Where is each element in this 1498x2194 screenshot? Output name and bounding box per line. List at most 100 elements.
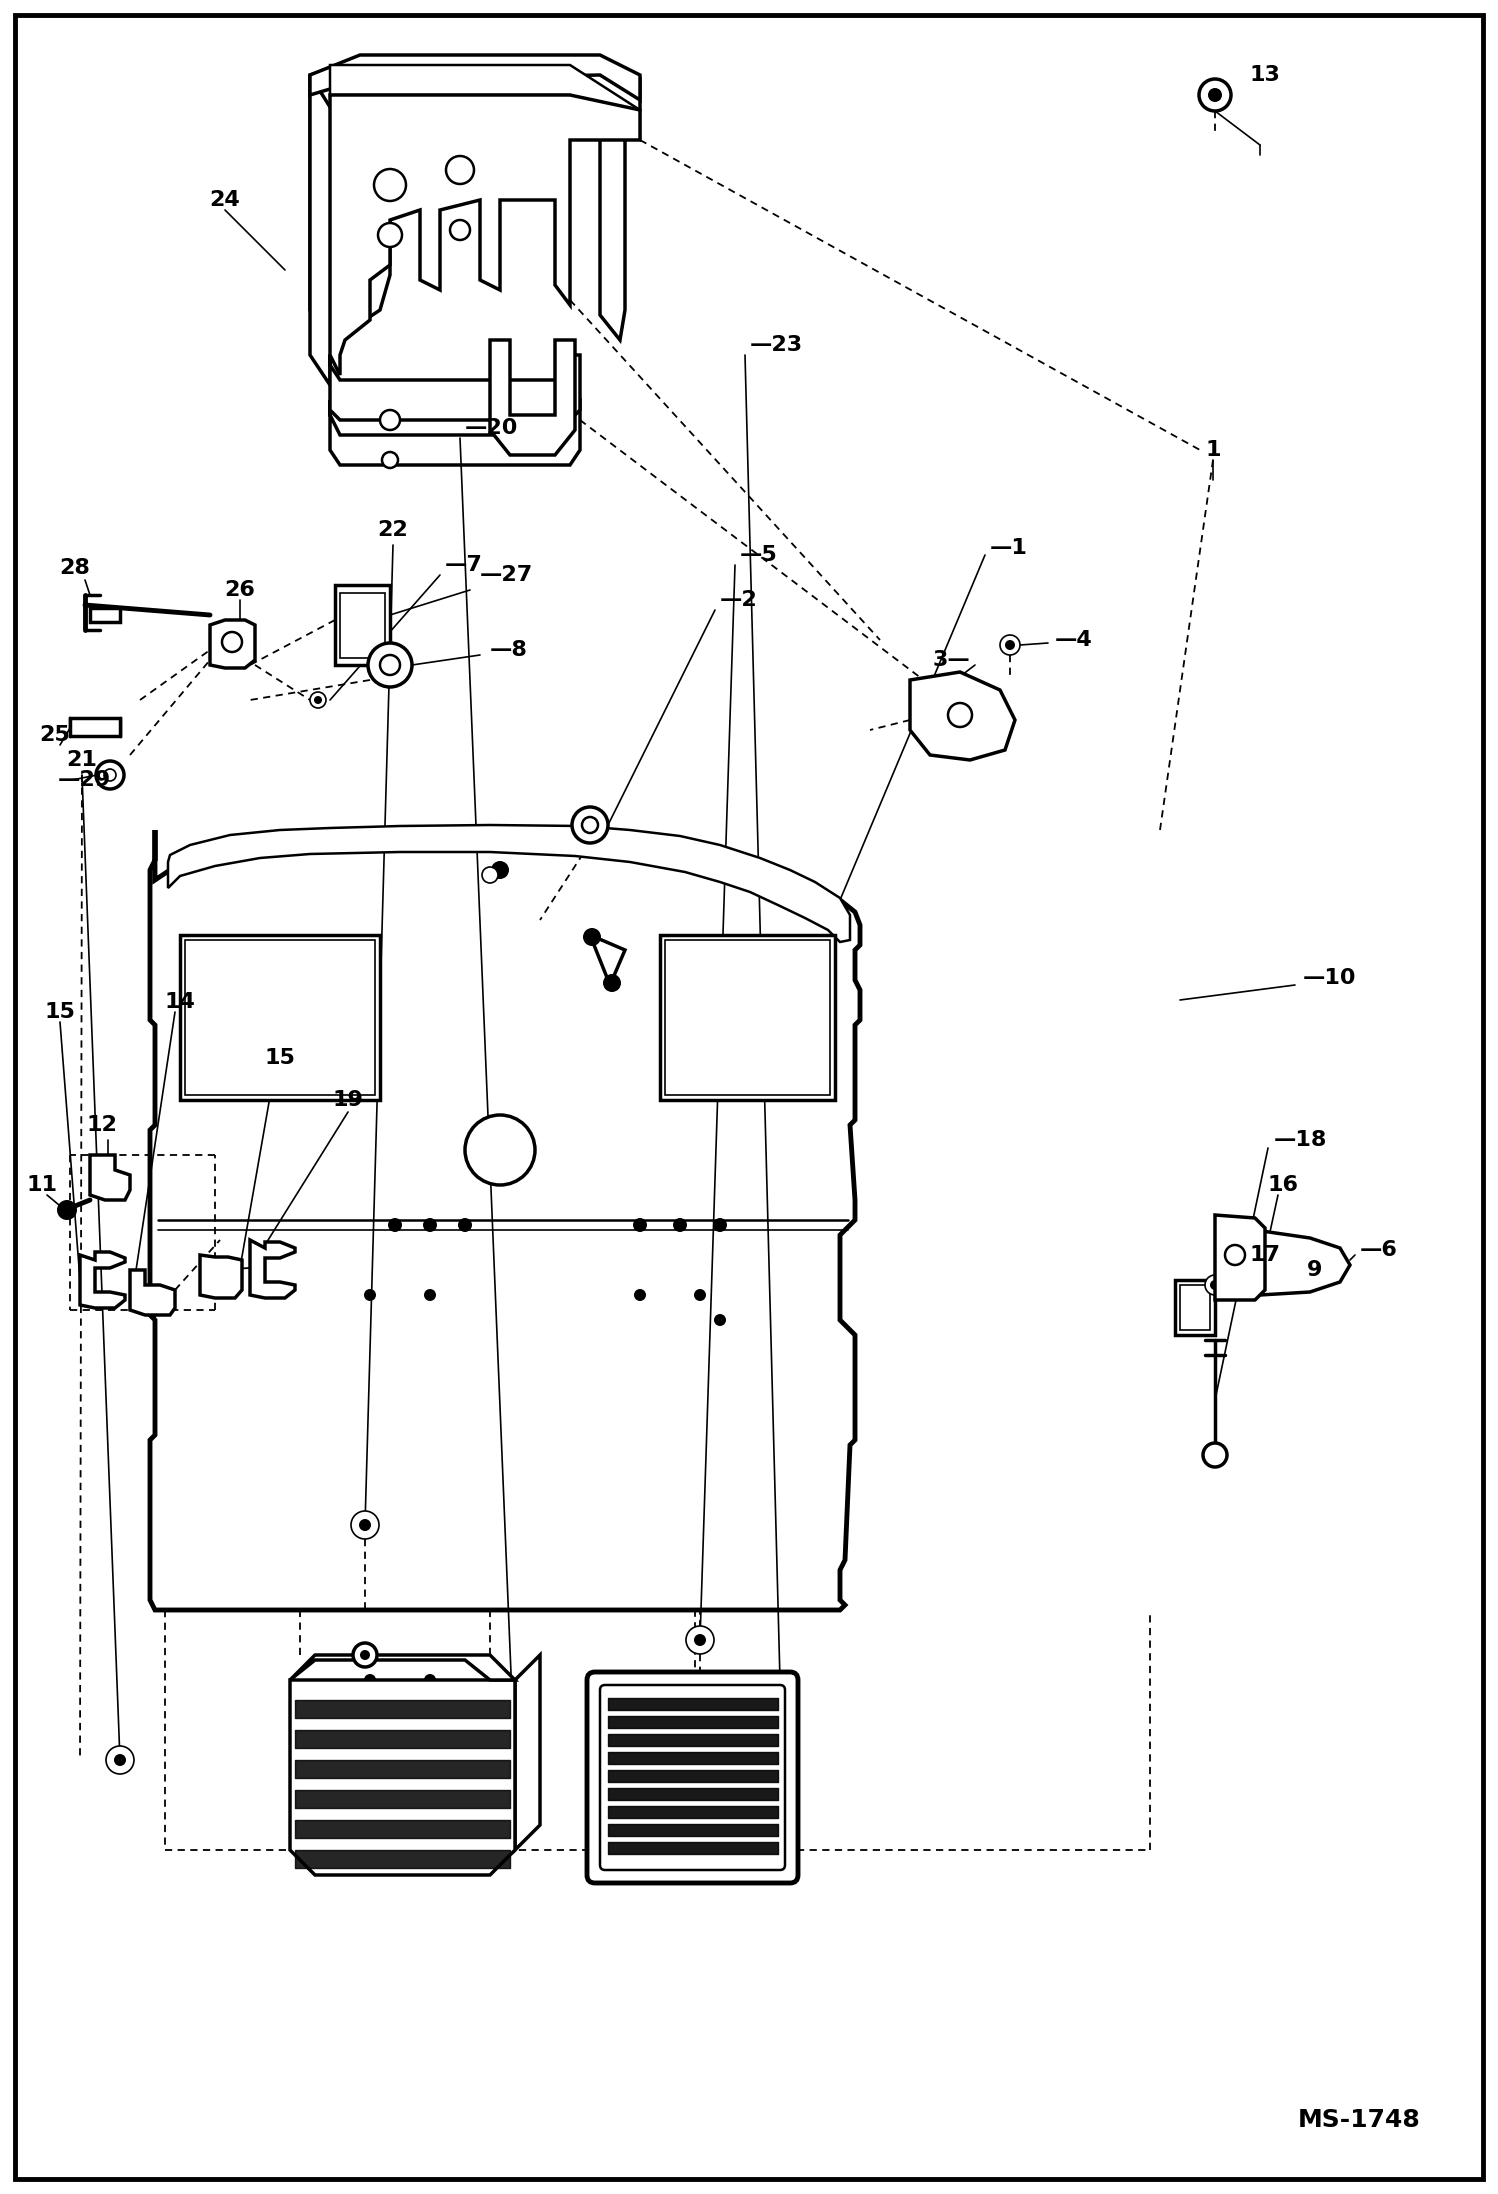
Polygon shape xyxy=(310,55,640,101)
Polygon shape xyxy=(291,1681,515,1876)
Text: —23: —23 xyxy=(750,336,803,355)
Circle shape xyxy=(713,1218,727,1233)
Text: 11: 11 xyxy=(27,1176,57,1196)
Text: 13: 13 xyxy=(1249,66,1281,86)
Circle shape xyxy=(604,974,622,992)
Circle shape xyxy=(364,1290,376,1301)
Text: —4: —4 xyxy=(1055,630,1092,649)
Circle shape xyxy=(354,606,372,623)
Text: 25: 25 xyxy=(39,724,70,746)
Polygon shape xyxy=(330,355,580,419)
Circle shape xyxy=(686,1626,715,1654)
Text: 16: 16 xyxy=(1267,1176,1299,1196)
Polygon shape xyxy=(168,825,849,941)
Polygon shape xyxy=(150,827,860,1610)
Circle shape xyxy=(673,1218,688,1233)
Text: 3—: 3— xyxy=(932,649,971,669)
Circle shape xyxy=(354,1643,377,1667)
Bar xyxy=(90,608,120,623)
Polygon shape xyxy=(330,94,640,375)
Text: 14: 14 xyxy=(165,992,195,1011)
Circle shape xyxy=(360,1650,370,1661)
Bar xyxy=(665,939,830,1095)
Text: 21: 21 xyxy=(66,750,97,770)
Circle shape xyxy=(449,219,470,239)
FancyBboxPatch shape xyxy=(587,1672,798,1882)
Text: 15: 15 xyxy=(265,1049,295,1068)
Circle shape xyxy=(583,928,601,946)
Text: —20: —20 xyxy=(464,419,518,439)
Circle shape xyxy=(694,1290,706,1301)
Circle shape xyxy=(446,156,473,184)
Circle shape xyxy=(57,1200,76,1220)
Circle shape xyxy=(360,1518,372,1531)
Circle shape xyxy=(422,1218,437,1233)
Circle shape xyxy=(424,1290,436,1301)
Circle shape xyxy=(354,636,372,654)
Polygon shape xyxy=(490,340,575,454)
Polygon shape xyxy=(310,75,389,384)
Circle shape xyxy=(106,1746,133,1775)
Polygon shape xyxy=(330,399,580,465)
Circle shape xyxy=(491,860,509,880)
Circle shape xyxy=(1001,634,1020,656)
Bar xyxy=(70,717,120,735)
Circle shape xyxy=(351,1512,379,1538)
Circle shape xyxy=(222,632,243,652)
Text: 1: 1 xyxy=(1206,441,1221,461)
Circle shape xyxy=(1207,88,1222,101)
FancyBboxPatch shape xyxy=(601,1685,785,1869)
Circle shape xyxy=(583,816,598,834)
Text: 24: 24 xyxy=(210,191,240,211)
Circle shape xyxy=(388,1218,401,1233)
Text: —2: —2 xyxy=(721,590,758,610)
Circle shape xyxy=(634,1218,647,1233)
Text: 26: 26 xyxy=(225,579,256,599)
Text: —7: —7 xyxy=(445,555,482,575)
Circle shape xyxy=(482,867,497,882)
Circle shape xyxy=(364,1674,376,1685)
Text: —6: —6 xyxy=(1360,1240,1398,1259)
Text: 19: 19 xyxy=(333,1090,364,1110)
Text: —27: —27 xyxy=(479,566,533,586)
Circle shape xyxy=(715,1314,727,1325)
Polygon shape xyxy=(310,57,640,351)
Circle shape xyxy=(464,1115,535,1185)
Text: —18: —18 xyxy=(1273,1130,1327,1150)
Bar xyxy=(336,586,389,665)
Polygon shape xyxy=(909,671,1016,759)
Circle shape xyxy=(380,656,400,676)
Text: —8: —8 xyxy=(490,641,527,660)
Bar xyxy=(340,592,385,658)
Circle shape xyxy=(96,761,124,790)
Polygon shape xyxy=(330,66,640,140)
Polygon shape xyxy=(90,1154,130,1200)
Text: MS-1748: MS-1748 xyxy=(1297,2108,1420,2133)
Circle shape xyxy=(103,770,115,781)
Text: 9: 9 xyxy=(1308,1259,1323,1279)
Polygon shape xyxy=(590,935,625,985)
Circle shape xyxy=(1198,79,1231,112)
Circle shape xyxy=(374,169,406,202)
Circle shape xyxy=(114,1753,126,1766)
Bar xyxy=(184,939,374,1095)
Circle shape xyxy=(948,702,972,726)
Circle shape xyxy=(1005,641,1016,649)
Circle shape xyxy=(380,410,400,430)
Circle shape xyxy=(1204,1275,1225,1294)
Polygon shape xyxy=(291,1654,515,1681)
Text: —5: —5 xyxy=(740,544,777,566)
Text: 12: 12 xyxy=(87,1115,117,1134)
Circle shape xyxy=(424,1674,436,1685)
Circle shape xyxy=(382,452,398,467)
Circle shape xyxy=(310,691,327,709)
Polygon shape xyxy=(250,1240,295,1299)
Circle shape xyxy=(694,1674,706,1685)
Polygon shape xyxy=(1255,1231,1350,1294)
Bar xyxy=(1174,1279,1215,1334)
Polygon shape xyxy=(79,1253,124,1308)
Polygon shape xyxy=(130,1270,175,1314)
Circle shape xyxy=(753,1674,765,1685)
Text: 15: 15 xyxy=(45,1003,75,1022)
Text: 17: 17 xyxy=(1249,1244,1281,1266)
